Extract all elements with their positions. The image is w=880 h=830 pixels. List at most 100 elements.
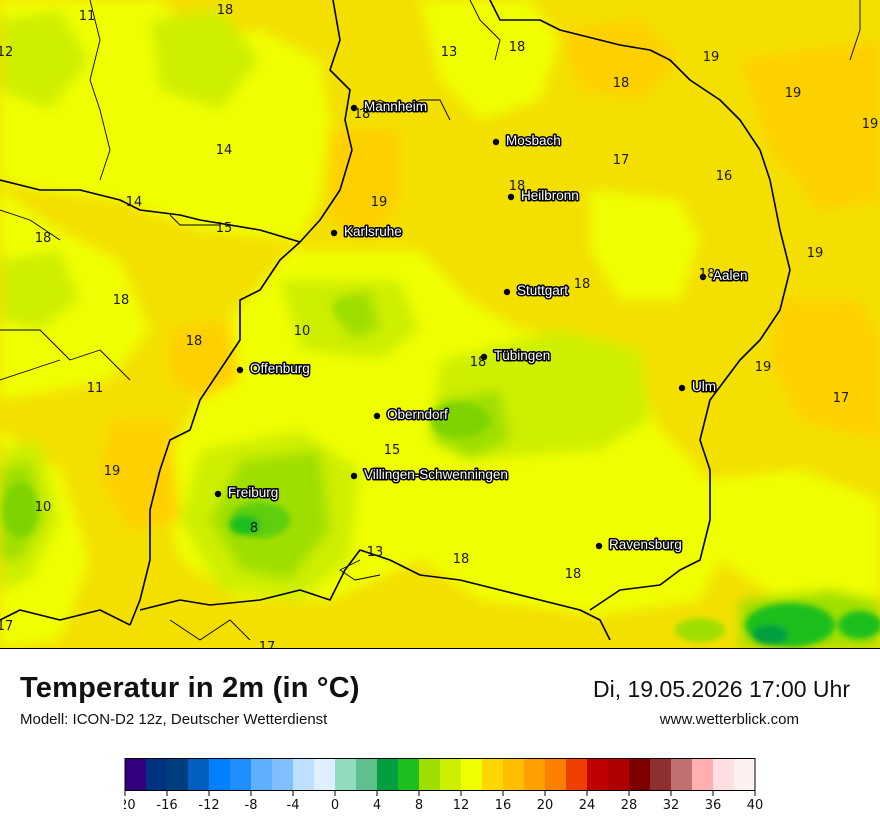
temp-value: 19 (755, 360, 772, 375)
legend-swatch (419, 758, 441, 791)
city-ulm[interactable]: Ulm (678, 378, 718, 396)
city-tuebingen[interactable]: Tübingen (480, 347, 552, 365)
temp-value: 18 (217, 3, 234, 18)
legend-tick-label: 40 (747, 798, 764, 813)
temp-value: 17 (259, 640, 276, 648)
legend-swatch (209, 758, 231, 791)
city-dot (678, 384, 686, 392)
legend-tick-label: -12 (198, 798, 219, 813)
city-label-karlsruhe: Karlsruhe (344, 224, 402, 239)
legend-swatch (545, 758, 567, 791)
city-offenburg[interactable]: Offenburg (236, 360, 311, 378)
legend-ticks: -20 -16 -12 -8 -4 0 4 8 12 16 20 24 28 32 36 40 (114, 790, 764, 813)
legend-swatch (587, 758, 609, 791)
temp-value: 18 (113, 293, 130, 308)
temp-value: 18 (509, 179, 526, 194)
legend-swatch (272, 758, 294, 791)
city-dot (480, 353, 488, 361)
temp-value: 18 (354, 107, 371, 122)
legend-swatch (251, 758, 273, 791)
city-dot (595, 542, 603, 550)
temp-value: 17 (613, 153, 630, 168)
map-canvas (0, 0, 880, 648)
temp-value: 18 (699, 267, 716, 282)
legend-swatch (524, 758, 546, 791)
legend-swatch (650, 758, 672, 791)
city-label-heilbronn: Heilbronn (521, 188, 579, 203)
legend-tick-label: -16 (156, 798, 177, 813)
city-aalen[interactable]: Aalen (699, 267, 749, 285)
temp-value: 19 (371, 195, 388, 210)
model-source: Modell: ICON-D2 12z, Deutscher Wetterdie… (20, 711, 328, 728)
city-freiburg[interactable]: Freiburg (214, 484, 280, 502)
city-oberndorf[interactable]: Oberndorf (373, 406, 450, 424)
legend-swatch (629, 758, 651, 791)
temp-value: 10 (35, 500, 52, 515)
legend-swatch (377, 758, 399, 791)
temp-value: 18 (565, 567, 582, 582)
city-label-mosbach: Mosbach (506, 133, 561, 148)
temp-value: 14 (126, 195, 143, 210)
city-stuttgart[interactable]: Stuttgart (503, 282, 570, 300)
city-mosbach[interactable]: Mosbach (492, 132, 562, 150)
city-villingen-schwenningen[interactable]: Villingen-Schwenningen (350, 466, 509, 484)
temp-value: 13 (441, 45, 458, 60)
temp-value: 19 (104, 464, 121, 479)
city-label-freiburg: Freiburg (228, 485, 278, 500)
city-label-oberndorf: Oberndorf (387, 407, 448, 422)
legend-swatch (230, 758, 252, 791)
city-dot (699, 273, 707, 281)
temp-value: 15 (216, 221, 233, 236)
temp-value: 18 (574, 277, 591, 292)
city-dot (350, 472, 358, 480)
legend-swatch (692, 758, 714, 791)
legend-swatch (356, 758, 378, 791)
city-heilbronn[interactable]: Heilbronn (507, 187, 580, 205)
legend-tick-label: 16 (495, 798, 512, 813)
legend-swatch (314, 758, 336, 791)
city-dot (236, 366, 244, 374)
legend-tick-label: 12 (453, 798, 470, 813)
temp-value: 19 (703, 50, 720, 65)
borders (0, 0, 791, 641)
temp-value: 19 (785, 86, 802, 101)
map-title: Temperatur in 2m (in °C) (20, 672, 360, 704)
legend-swatch (125, 758, 147, 791)
temp-value: 17 (833, 391, 850, 406)
website-link[interactable]: www.wetterblick.com (659, 711, 799, 728)
city-label-villingen-schwenningen: Villingen-Schwenningen (364, 467, 508, 482)
temp-value: 19 (862, 117, 879, 132)
temp-value: 11 (87, 381, 104, 396)
city-label-aalen: Aalen (713, 268, 748, 283)
temp-value: 14 (216, 143, 233, 158)
legend-tick-label: -4 (287, 798, 300, 813)
legend-swatch (335, 758, 357, 791)
legend-swatch (440, 758, 462, 791)
temp-value: 18 (509, 40, 526, 55)
legend-tick-label: 0 (331, 798, 339, 813)
temp-value: 11 (79, 9, 96, 24)
temp-value: 18 (453, 552, 470, 567)
legend-tick-label: 28 (621, 798, 638, 813)
temp-value: 10 (294, 324, 311, 339)
legend-swatch (293, 758, 315, 791)
legend-swatch (146, 758, 168, 791)
legend-swatch (461, 758, 483, 791)
city-label-tuebingen: Tübingen (494, 348, 550, 363)
temp-value: 19 (807, 246, 824, 261)
legend-tick-label: 36 (705, 798, 722, 813)
legend-tick-label: 8 (415, 798, 423, 813)
city-dot (507, 193, 515, 201)
legend-tick-label: 32 (663, 798, 680, 813)
color-legend: -20 -16 -12 -8 -4 0 4 8 12 16 20 24 28 32 36 40 (114, 758, 784, 825)
temp-value: 13 (367, 545, 384, 560)
city-ravensburg[interactable]: Ravensburg (595, 536, 683, 554)
city-karlsruhe[interactable]: Karlsruhe (330, 223, 403, 241)
legend-tick-label: 20 (537, 798, 554, 813)
city-mannheim[interactable]: Mannheim (350, 98, 429, 116)
legend-tick-label: -8 (245, 798, 258, 813)
temperature-values: 11 18 13 18 19 12 18 19 19 18 14 17 16 1… (0, 3, 879, 648)
city-label-ravensburg: Ravensburg (609, 537, 682, 552)
legend-tick-label: 24 (579, 798, 596, 813)
legend-swatch (188, 758, 210, 791)
